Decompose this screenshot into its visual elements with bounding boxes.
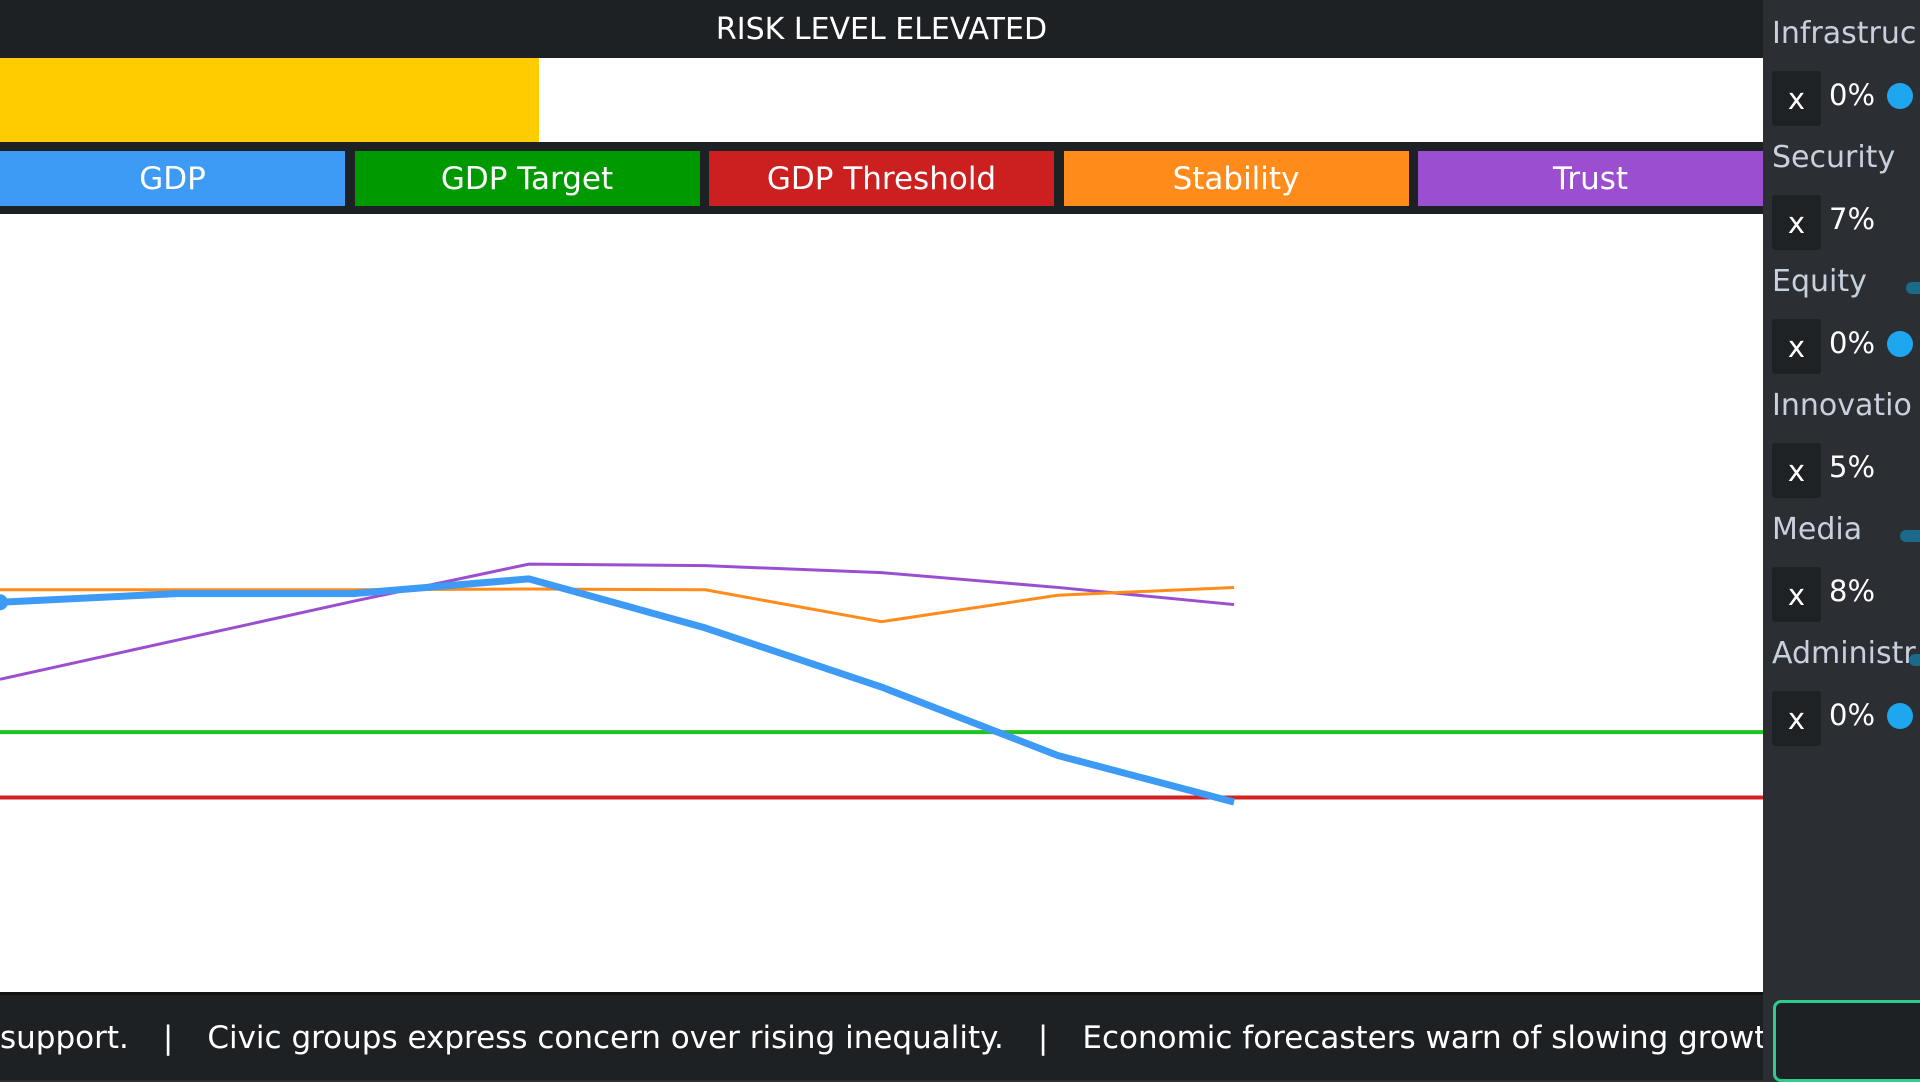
slider-knob[interactable] (1887, 703, 1913, 729)
allocation-value: 8% (1829, 574, 1876, 608)
chart-bg (0, 214, 1763, 992)
sidebar: Infrastruc x 0% Security x 7% Equity x 0% Innovat… (1763, 0, 1920, 1080)
allocation-value: 7% (1829, 202, 1876, 236)
series-line (0, 585, 1235, 624)
allocation-value: 0% (1829, 78, 1876, 112)
allocation-value: 0% (1829, 698, 1876, 732)
allocation-label: Equity (1772, 264, 1867, 299)
allocation-label: Innovatio (1772, 388, 1912, 423)
risk-fill (0, 58, 540, 142)
legend-button[interactable]: GDP Target (354, 151, 700, 206)
remove-button[interactable]: x (1772, 319, 1821, 374)
allocation-value: 5% (1829, 450, 1876, 484)
legend-button[interactable]: GDP (0, 151, 345, 206)
ticker-item: support. (0, 1019, 129, 1056)
remove-button[interactable]: x (1772, 195, 1821, 250)
legend-button[interactable]: Stability (1063, 151, 1409, 206)
slider-track (1900, 530, 1920, 542)
slider-track (1906, 282, 1920, 294)
chart (0, 214, 1763, 992)
slider-knob[interactable] (1887, 331, 1913, 357)
action-button[interactable] (1773, 1000, 1920, 1082)
allocation-value: 0% (1829, 326, 1876, 360)
risk-meter (0, 58, 1763, 142)
series-line (0, 575, 1235, 806)
allocation-label: Media (1772, 512, 1863, 547)
ticker-item: Economic forecasters warn of slowing gro… (1082, 1019, 1763, 1056)
news-ticker: support. | Civic groups express concern ov… (0, 992, 1763, 1080)
ticker-separator: | (162, 1019, 174, 1056)
series-line (0, 562, 1235, 681)
slider-knob[interactable] (1887, 83, 1913, 109)
legend-button[interactable]: GDP Threshold (709, 151, 1054, 206)
allocation-label: Infrastruc (1772, 16, 1917, 51)
risk-title: RISK LEVEL ELEVATED (715, 11, 1048, 47)
remove-button[interactable]: x (1772, 567, 1821, 622)
risk-header: RISK LEVEL ELEVATED (0, 0, 1763, 58)
remove-button[interactable]: x (1772, 443, 1821, 498)
remove-button[interactable]: x (1772, 71, 1821, 126)
allocation-label: Administr (1772, 636, 1916, 671)
ticker-item: Civic groups express concern over rising… (207, 1019, 1004, 1056)
allocation-label: Security (1772, 140, 1896, 175)
remove-button[interactable]: x (1772, 691, 1821, 746)
slider-track (1909, 654, 1920, 666)
gdp-point (0, 594, 8, 611)
legend: GDP GDP Target GDP Threshold Stability Trust (0, 142, 1763, 214)
legend-button[interactable]: Trust (1418, 151, 1763, 206)
ticker-separator: | (1037, 1019, 1049, 1056)
